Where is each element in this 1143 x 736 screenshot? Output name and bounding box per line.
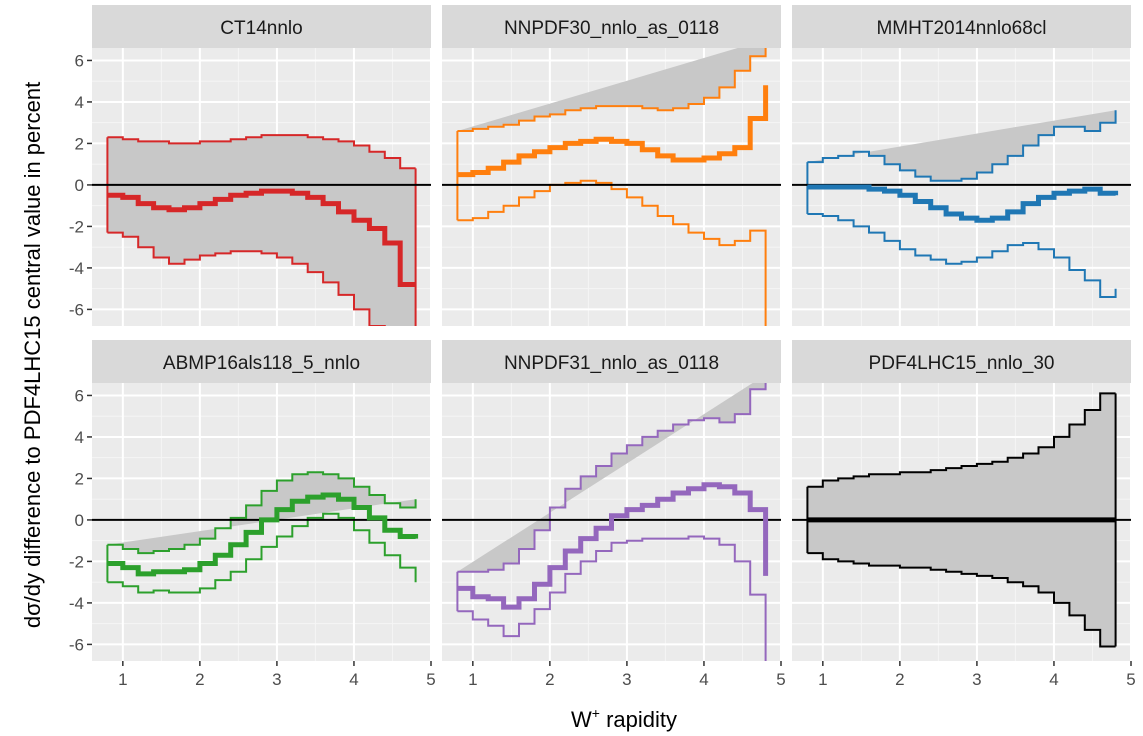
panel-title: ABMP16als118_5_nnlo xyxy=(163,353,360,374)
upper-envelope xyxy=(107,471,417,555)
panel-title: NNPDF30_nnlo_as_0118 xyxy=(504,18,719,39)
panel-strip xyxy=(792,340,1131,383)
y-tick-label: -4 xyxy=(69,259,84,278)
x-axis-title-sup: + xyxy=(592,705,600,721)
x-axis-title-rest: rapidity xyxy=(600,707,677,732)
lower-envelope xyxy=(807,552,1116,648)
y-tick-label: 0 xyxy=(75,511,84,530)
x-tick-label: 1 xyxy=(118,670,127,689)
central-line xyxy=(807,184,1119,223)
upper-envelope xyxy=(457,383,767,573)
panel-strip xyxy=(442,340,781,383)
x-tick-label: 5 xyxy=(426,670,435,689)
y-axis-title: dσ/dy difference to PDF4LHC15 central va… xyxy=(20,82,45,628)
uncertainty-band xyxy=(807,110,1116,181)
panel-title: PDF4LHC15_nnlo_30 xyxy=(869,353,1055,374)
x-tick-label: 3 xyxy=(972,670,981,689)
uncertainty-band xyxy=(457,48,766,131)
lower-envelope xyxy=(107,231,386,326)
panel-data xyxy=(92,134,431,326)
lower-envelope xyxy=(807,213,1117,298)
lower-envelope xyxy=(107,512,417,594)
upper-envelope xyxy=(457,48,767,132)
panel-strip xyxy=(92,340,431,383)
panel-pdf4lhc15-nnlo-30: PDF4LHC15_nnlo_30 1 2 3 4 5 xyxy=(792,340,1136,689)
panel-abmp16als118-5-nnlo: ABMP16als118_5_nnlo -6 -4 -2 0 2 4 6 1 2 3 4 5 xyxy=(69,340,436,689)
central-line xyxy=(107,492,419,577)
upper-envelope xyxy=(107,134,416,170)
panel-strip xyxy=(92,5,431,48)
x-tick-label: 1 xyxy=(468,670,477,689)
x-tick-label: 2 xyxy=(895,670,904,689)
panel-strip xyxy=(442,5,781,48)
central-line xyxy=(457,85,769,178)
x-axis-title: W+ rapidity xyxy=(571,705,677,732)
panel-data xyxy=(92,471,431,594)
y-tick-label: 0 xyxy=(75,176,84,195)
uncertainty-band xyxy=(457,383,766,572)
central-line xyxy=(457,482,769,610)
y-tick-label: -4 xyxy=(69,594,84,613)
y-tick-label: -6 xyxy=(69,635,84,654)
x-tick-label: 2 xyxy=(545,670,554,689)
panel-data xyxy=(442,383,781,661)
panel-title: NNPDF31_nnlo_as_0118 xyxy=(504,353,719,374)
y-tick-label: 4 xyxy=(75,93,84,112)
x-tick-label: 1 xyxy=(818,670,827,689)
panel-mmht2014nnlo68cl: MMHT2014nnlo68cl xyxy=(792,5,1132,326)
x-axis-title-main: W xyxy=(571,707,592,732)
central-line xyxy=(107,188,416,287)
panel-data xyxy=(792,392,1131,648)
panel-title: CT14nnlo xyxy=(220,18,302,39)
y-tick-label: -2 xyxy=(69,217,84,236)
y-tick-label: 6 xyxy=(75,51,84,70)
y-tick-label: -2 xyxy=(69,552,84,571)
lower-envelope xyxy=(457,179,767,326)
x-tick-label: 4 xyxy=(1049,670,1058,689)
panels-layer: CT14nnlo -6 -4 -2 0 2 4 6 NNPDF30_nnlo_as_0118 MM… xyxy=(69,5,1136,689)
panel-nnpdf31-nnlo-as-0118: NNPDF31_nnlo_as_0118 1 2 3 4 5 xyxy=(442,340,786,689)
panel-title: MMHT2014nnlo68cl xyxy=(876,18,1046,39)
x-tick-label: 5 xyxy=(1126,670,1135,689)
upper-envelope xyxy=(807,110,1117,182)
lower-envelope xyxy=(457,535,767,661)
y-tick-label: 2 xyxy=(75,469,84,488)
x-tick-label: 3 xyxy=(272,670,281,689)
y-tick-label: 4 xyxy=(75,428,84,447)
uncertainty-band xyxy=(107,135,416,326)
panel-nnpdf30-nnlo-as-0118: NNPDF30_nnlo_as_0118 xyxy=(442,5,782,326)
panel-data xyxy=(792,110,1131,298)
y-tick-label: 2 xyxy=(75,134,84,153)
y-tick-label: 6 xyxy=(75,386,84,405)
x-tick-label: 2 xyxy=(195,670,204,689)
x-tick-label: 4 xyxy=(699,670,708,689)
x-tick-label: 5 xyxy=(776,670,785,689)
panel-data xyxy=(442,48,781,326)
upper-envelope xyxy=(807,392,1116,488)
y-tick-label: -6 xyxy=(69,300,84,319)
panel-ct14nnlo: CT14nnlo -6 -4 -2 0 2 4 6 xyxy=(69,5,432,326)
x-tick-label: 4 xyxy=(349,670,358,689)
panel-strip xyxy=(792,5,1131,48)
x-tick-label: 3 xyxy=(622,670,631,689)
uncertainty-band xyxy=(107,472,416,554)
